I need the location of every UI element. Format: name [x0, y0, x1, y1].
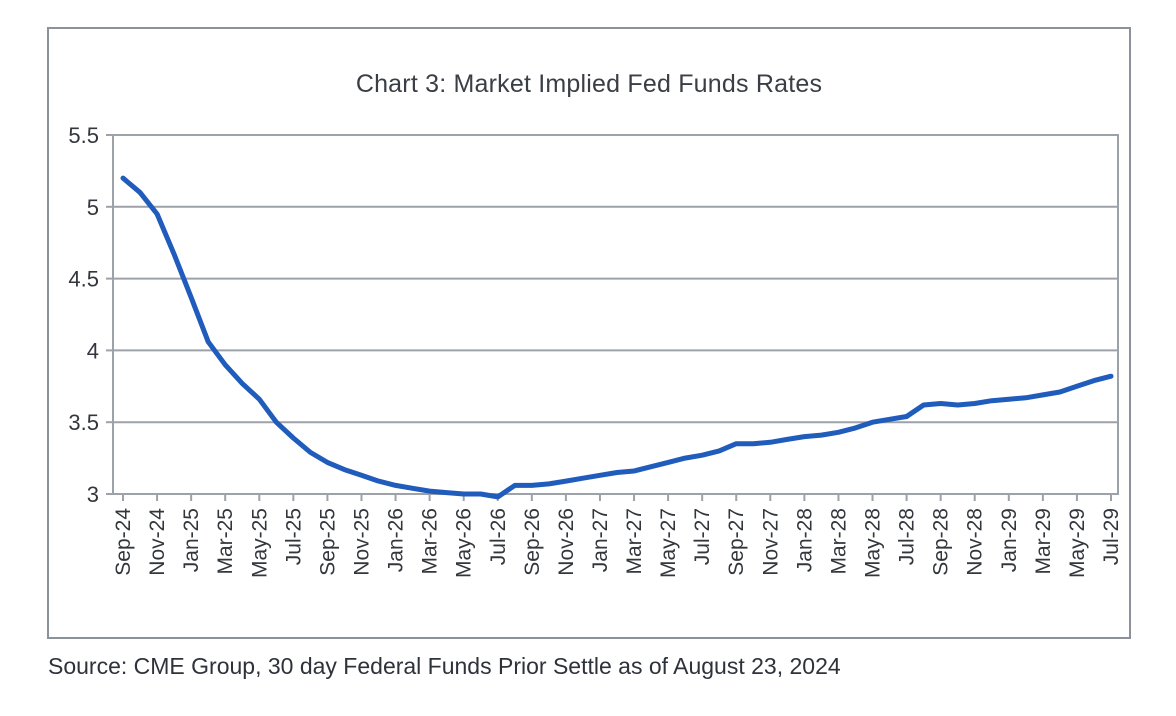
x-tick-label: Nov-25 [350, 508, 373, 576]
x-tick-label: Mar-29 [1032, 508, 1055, 575]
x-tick-label: Mar-26 [419, 508, 442, 575]
x-tick-label: Nov-27 [759, 508, 782, 576]
y-tick-label: 3.5 [68, 410, 99, 435]
x-tick-label: Nov-26 [555, 508, 578, 576]
x-tick-label: Sep-28 [930, 508, 953, 576]
x-tick-label: Mar-28 [827, 508, 850, 575]
x-tick-label: Mar-27 [623, 508, 646, 575]
x-tick-label: Sep-26 [521, 508, 544, 576]
x-tick-label: May-29 [1066, 508, 1089, 578]
x-tick-label: Jul-26 [487, 508, 510, 565]
x-tick-label: Jan-27 [589, 508, 612, 572]
x-tick-label: May-28 [862, 508, 885, 578]
x-tick-label: Jan-25 [180, 508, 203, 572]
y-tick-label: 4 [87, 338, 99, 363]
y-tick-label: 4.5 [68, 267, 99, 292]
fed-funds-rate-line [120, 175, 1114, 500]
y-tick-label: 3 [87, 482, 99, 507]
x-tick-label: Jul-28 [896, 508, 919, 565]
x-tick-label: May-27 [657, 508, 680, 578]
x-tick-label: May-26 [453, 508, 476, 578]
x-tick-label: Sep-25 [316, 508, 339, 576]
x-tick-label: Jul-25 [282, 508, 305, 565]
y-tick-label: 5.5 [68, 123, 99, 148]
plot-border [112, 134, 1119, 495]
x-tick-label: Jul-29 [1100, 508, 1123, 565]
x-tick-label: Sep-27 [725, 508, 748, 576]
source-caption: Source: CME Group, 30 day Federal Funds … [48, 653, 841, 679]
chart-frame [47, 27, 1131, 639]
x-tick-label: Jul-27 [691, 508, 714, 565]
y-tick-label: 5 [87, 195, 99, 220]
x-tick-label: Jan-29 [998, 508, 1021, 572]
x-tick-label: Nov-28 [964, 508, 987, 576]
chart-title: Chart 3: Market Implied Fed Funds Rates [355, 70, 823, 98]
x-tick-label: Jan-26 [385, 508, 408, 572]
x-tick-label: Sep-24 [112, 508, 135, 576]
x-tick-label: Jan-28 [793, 508, 816, 572]
x-tick-label: Mar-25 [214, 508, 237, 575]
x-tick-label: May-25 [248, 508, 271, 578]
x-tick-label: Nov-24 [146, 508, 169, 576]
